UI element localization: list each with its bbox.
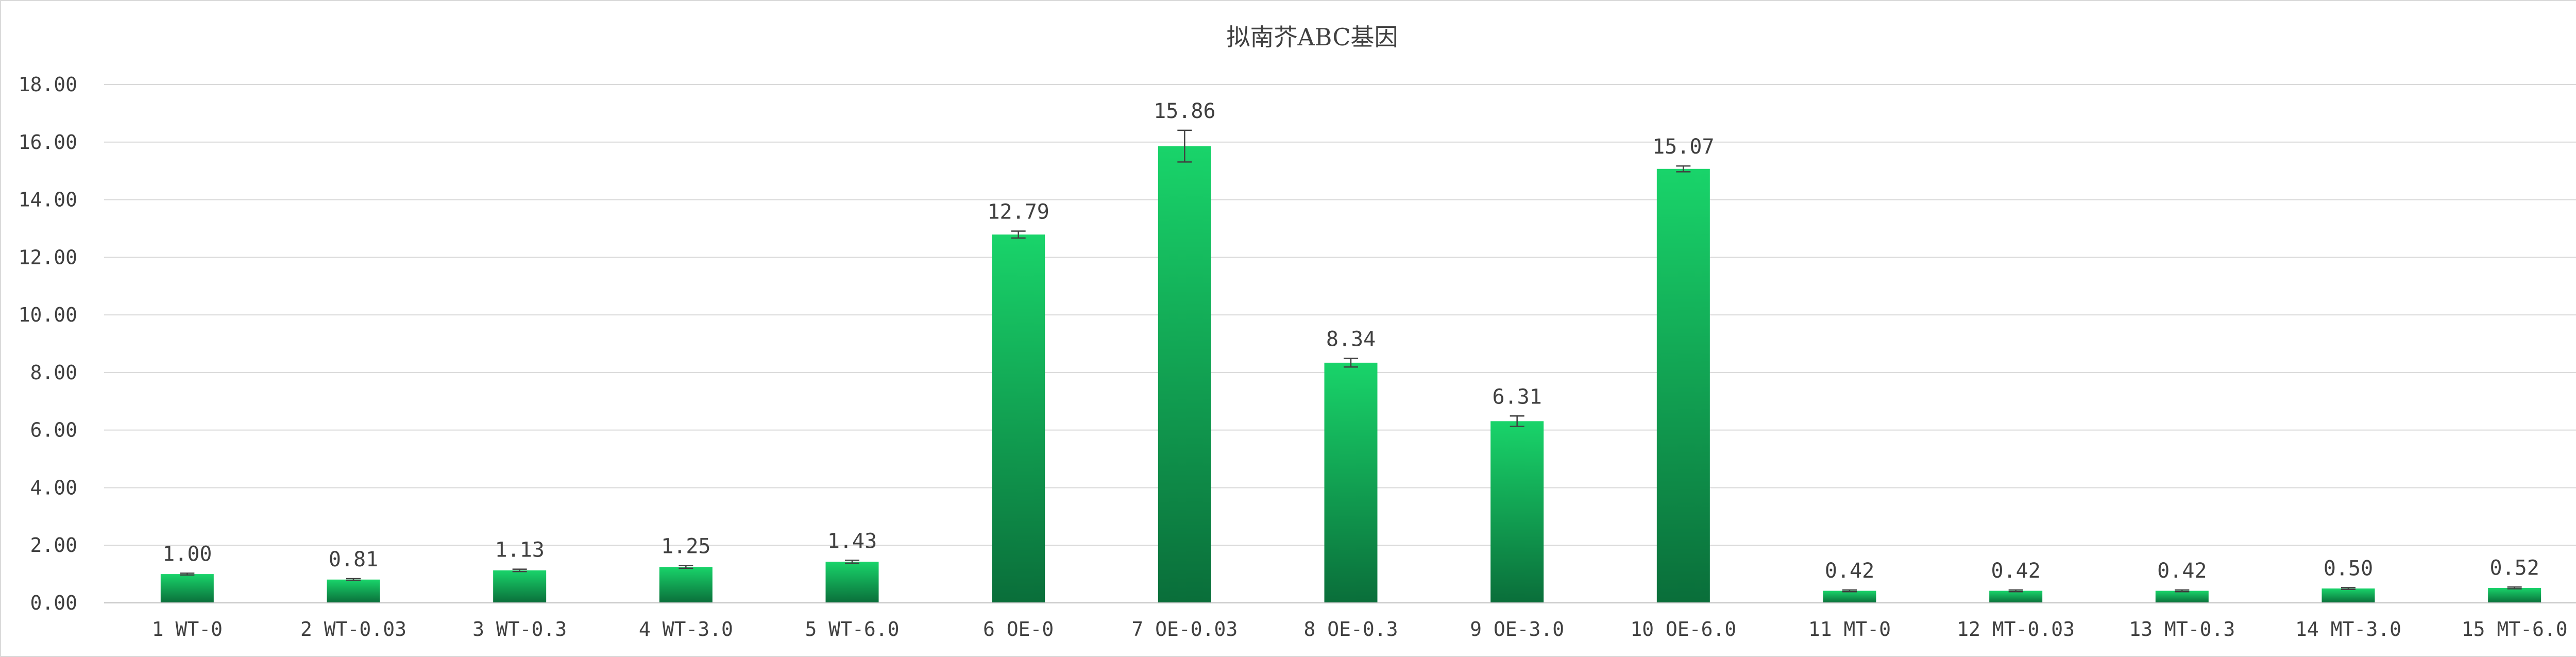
error-bar	[1344, 358, 1358, 368]
error-bar	[1011, 230, 1026, 239]
x-category-label: 15 MT-6.0	[2462, 618, 2568, 641]
chart-title: 拟南芥ABC基因	[1226, 23, 1398, 51]
error-bar	[1676, 165, 1691, 173]
error-bar	[1177, 129, 1192, 163]
bar	[1324, 362, 1378, 603]
x-category-label: 11 MT-0	[1808, 618, 1891, 641]
data-label: 1.25	[661, 534, 710, 558]
x-category-label: 4 WT-3.0	[639, 618, 733, 641]
bar	[2155, 591, 2209, 603]
x-category-label: 1 WT-0	[152, 618, 223, 641]
error-bar	[1842, 589, 1857, 593]
x-category-label: 10 OE-6.0	[1630, 618, 1736, 641]
x-category-label: 7 OE-0.03	[1131, 618, 1238, 641]
y-tick-label: 18.00	[19, 73, 77, 96]
bar	[825, 562, 879, 603]
data-label: 15.07	[1652, 135, 1714, 159]
y-tick-label: 6.00	[30, 419, 77, 442]
data-label: 0.52	[2490, 556, 2539, 580]
data-label: 0.42	[1991, 559, 2041, 583]
bar	[1158, 146, 1211, 603]
x-category-label: 3 WT-0.3	[472, 618, 567, 641]
y-tick-label: 12.00	[19, 246, 77, 268]
bar	[1989, 591, 2043, 603]
error-bar	[1510, 415, 1524, 427]
data-label: 15.86	[1154, 99, 1215, 123]
x-category-label: 14 MT-3.0	[2295, 618, 2401, 641]
error-bars	[180, 129, 2522, 593]
bar	[493, 570, 547, 603]
error-bar	[2341, 587, 2355, 590]
bar	[2488, 587, 2541, 603]
y-tick-label: 2.00	[30, 534, 77, 557]
data-label: 6.31	[1493, 385, 1542, 409]
error-bar	[346, 578, 361, 581]
y-tick-label: 16.00	[19, 131, 77, 154]
data-label: 0.42	[1825, 559, 1874, 583]
data-label: 0.42	[2157, 559, 2207, 583]
error-bar	[180, 572, 195, 576]
x-category-label: 13 MT-0.3	[2129, 618, 2235, 641]
bar	[992, 234, 1045, 603]
y-tick-label: 8.00	[30, 361, 77, 384]
data-label: 1.13	[495, 538, 545, 562]
bar	[659, 567, 713, 603]
x-category-label: 9 OE-3.0	[1470, 618, 1564, 641]
bar	[2321, 588, 2375, 603]
y-axis-ticks: 0.00 2.00 4.00 6.00 8.00 10.00 12.00 14.00 16.00…	[19, 73, 77, 614]
error-bar	[2175, 589, 2190, 593]
error-bar	[2008, 589, 2023, 593]
y-tick-label: 10.00	[19, 304, 77, 326]
error-bar	[2507, 586, 2522, 589]
error-bar	[845, 560, 859, 564]
y-tick-label: 0.00	[30, 592, 77, 614]
data-label: 1.00	[162, 542, 212, 566]
data-label: 8.34	[1326, 328, 1376, 351]
data-label: 1.43	[827, 529, 877, 553]
x-category-label: 6 OE-0	[983, 618, 1054, 641]
data-label: 0.81	[329, 548, 378, 571]
error-bar	[679, 565, 693, 569]
error-bar	[512, 568, 527, 572]
gridlines	[104, 84, 2576, 546]
x-category-label: 5 WT-6.0	[805, 618, 899, 641]
y-tick-label: 4.00	[30, 476, 77, 499]
bar	[327, 579, 380, 603]
y-tick-label: 14.00	[19, 189, 77, 211]
bar	[160, 574, 214, 603]
x-axis-categories: 1 WT-0 2 WT-0.03 3 WT-0.3 4 WT-3.0 5 WT-6.0 6…	[152, 618, 2568, 641]
data-labels: 1.00 0.81 1.13 1.25 1.43 12.79 15.86 8.34 6.31 15…	[162, 99, 2539, 583]
x-category-label: 2 WT-0.03	[300, 618, 406, 641]
bar	[1490, 421, 1544, 603]
data-label: 0.50	[2324, 557, 2373, 580]
bar	[1656, 169, 1710, 603]
x-category-label: 8 OE-0.3	[1303, 618, 1398, 641]
data-label: 12.79	[987, 200, 1049, 224]
bars	[160, 146, 2541, 603]
x-category-label: 12 MT-0.03	[1957, 618, 2075, 641]
bar	[1823, 591, 1876, 603]
